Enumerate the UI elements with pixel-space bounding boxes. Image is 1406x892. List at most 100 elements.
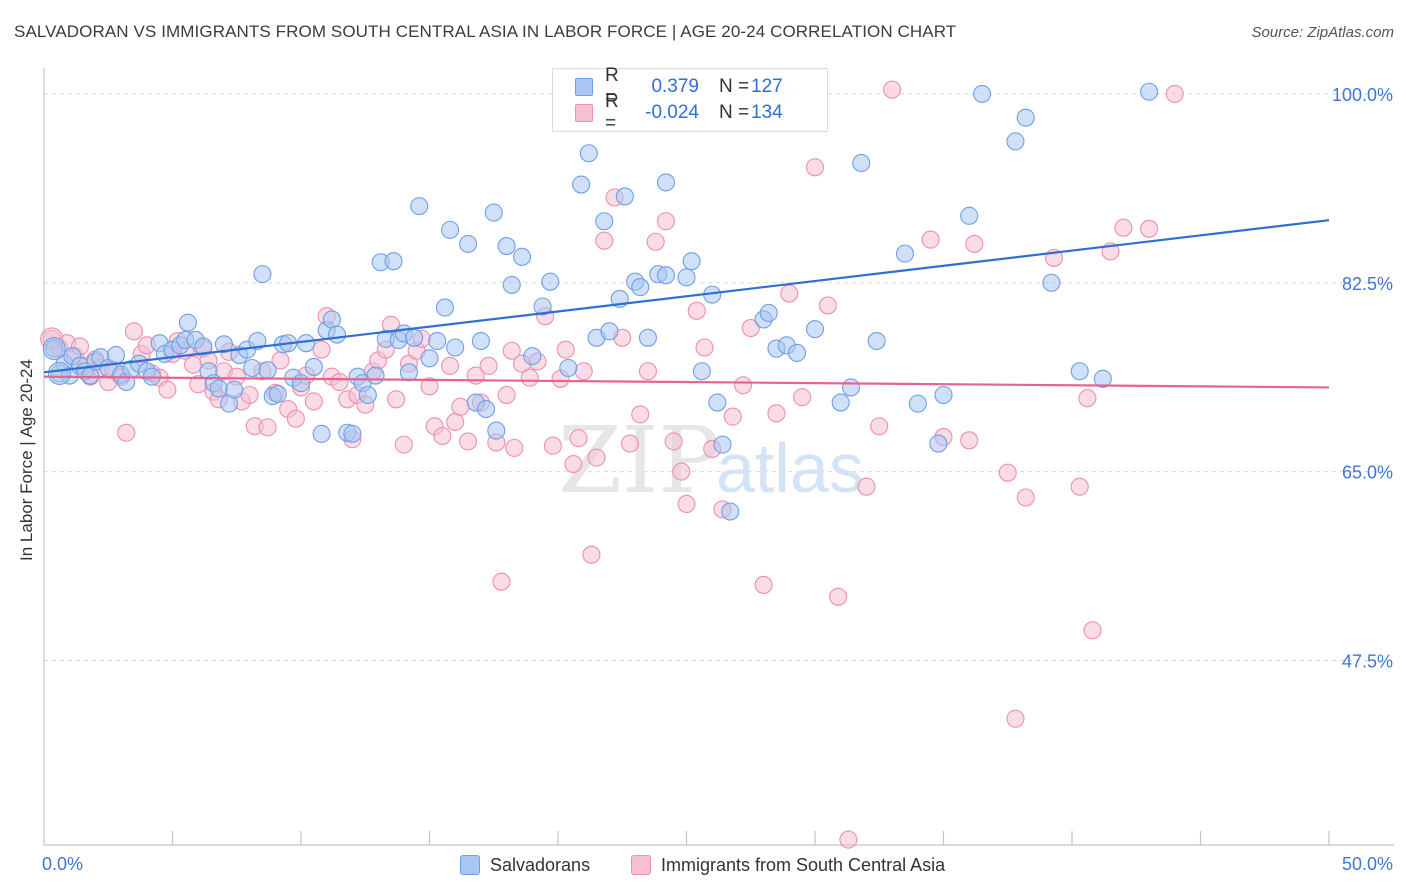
immigrant-point bbox=[286, 409, 305, 428]
immigrant-point bbox=[420, 377, 439, 396]
legend-label-salvadorans: Salvadorans bbox=[490, 854, 591, 875]
legend-item-immigrants[interactable]: Immigrants from South Central Asia bbox=[631, 852, 945, 878]
immigrant-point bbox=[556, 340, 575, 359]
immigrant-point bbox=[1083, 621, 1102, 640]
salvadoran-point bbox=[312, 424, 331, 443]
salvadoran-point bbox=[471, 331, 490, 351]
salvadoran-point bbox=[484, 203, 503, 222]
legend-r-value: 0.379 bbox=[651, 76, 699, 97]
y-tick-labels: 47.5% 65.0% 82.5% 100.0% bbox=[1332, 85, 1393, 672]
immigrant-point bbox=[793, 388, 812, 407]
immigrant-point bbox=[574, 362, 593, 381]
salvadoran-point bbox=[225, 380, 244, 399]
immigrant-point bbox=[433, 426, 452, 446]
salvadoran-point bbox=[209, 379, 228, 398]
immigrant-point bbox=[479, 356, 498, 375]
salvadoran-point bbox=[615, 187, 634, 206]
immigrant-point bbox=[818, 296, 837, 315]
immigrant-point bbox=[656, 212, 675, 231]
immigrant-point bbox=[780, 284, 799, 303]
immigrant-point bbox=[1140, 219, 1159, 238]
immigrant-point bbox=[387, 390, 406, 409]
legend-swatch-blue bbox=[460, 855, 480, 875]
axes bbox=[43, 68, 1394, 846]
immigrant-point bbox=[312, 340, 331, 359]
x-tick-labels: 0.0% 50.0% bbox=[42, 854, 1393, 874]
salvadoran-point bbox=[638, 328, 658, 347]
salvadoran-point bbox=[405, 328, 424, 347]
salvadoran-point bbox=[458, 234, 478, 253]
immigrant-point bbox=[505, 438, 524, 457]
x-tick-label: 50.0% bbox=[1342, 854, 1393, 874]
salvadoran-point bbox=[759, 303, 778, 323]
immigrant-point bbox=[839, 830, 858, 849]
immigrant-point bbox=[304, 392, 323, 411]
immigrant-point bbox=[520, 368, 539, 387]
salvadoran-point bbox=[214, 335, 233, 354]
salvadoran-point bbox=[692, 362, 711, 381]
stats-legend-row-salvadorans: R = 0.379 N = 127 bbox=[575, 65, 783, 108]
salvadoran-point bbox=[106, 346, 126, 365]
legend-r-value: -0.024 bbox=[645, 102, 699, 123]
salvadoran-point bbox=[428, 331, 447, 351]
salvadoran-point bbox=[934, 385, 953, 405]
stats-legend-row-immigrants: R = -0.024 N = 134 bbox=[575, 91, 783, 134]
grid-lines bbox=[44, 93, 1394, 661]
salvadoran-point bbox=[420, 349, 439, 368]
immigrant-point bbox=[921, 230, 940, 249]
salvadoran-point bbox=[1016, 108, 1035, 127]
salvadoran-point bbox=[960, 206, 979, 225]
immigrant-point bbox=[1165, 84, 1184, 103]
salvadoran-point bbox=[841, 378, 861, 397]
salvadoran-point bbox=[805, 320, 825, 339]
legend-r-label: R = bbox=[605, 91, 619, 134]
salvadoran-point bbox=[895, 244, 915, 263]
immigrant-point bbox=[394, 435, 413, 454]
immigrant-point bbox=[998, 463, 1017, 482]
legend-swatch-pink bbox=[575, 104, 593, 122]
immigrant-point bbox=[723, 407, 742, 426]
salvadoran-point bbox=[42, 337, 66, 361]
salvadoran-point bbox=[399, 363, 418, 382]
salvadoran-point bbox=[291, 374, 311, 393]
legend-r-label: R = bbox=[605, 65, 619, 108]
x-ticks bbox=[171, 831, 1330, 845]
salvadoran-point bbox=[410, 197, 429, 216]
salvadoran-point bbox=[713, 435, 732, 454]
salvadoran-point bbox=[435, 298, 454, 317]
immigrant-point bbox=[124, 322, 143, 341]
salvadoran-point bbox=[656, 266, 675, 285]
salvadoran-point bbox=[721, 502, 740, 521]
watermark-atlas: atlas bbox=[716, 429, 864, 507]
salvadoran-point bbox=[572, 175, 591, 194]
trend-lines bbox=[43, 219, 1330, 389]
immigrant-point bbox=[733, 376, 753, 395]
immigrant-point bbox=[677, 494, 696, 514]
salvadoran-point bbox=[497, 237, 516, 256]
salvadoran-point bbox=[600, 322, 619, 341]
immigrant-point bbox=[158, 380, 177, 399]
immigrant-point bbox=[1070, 477, 1089, 496]
immigrant-point bbox=[687, 301, 706, 320]
salvadoran-point bbox=[322, 310, 341, 329]
salvadoran-point bbox=[512, 247, 532, 266]
immigrant-point bbox=[569, 429, 588, 448]
salvadoran-trend-line bbox=[43, 219, 1330, 374]
series-legend: Salvadorans Immigrants from South Centra… bbox=[0, 852, 1406, 878]
immigrant-point bbox=[754, 575, 773, 594]
salvadoran-point bbox=[243, 358, 262, 378]
immigrant-point bbox=[543, 436, 562, 455]
y-axis-label-text: In Labor Force | Age 20-24 bbox=[17, 359, 36, 561]
salvadoran-point bbox=[1140, 82, 1159, 101]
immigrant-point bbox=[582, 545, 601, 564]
immigrant-point bbox=[184, 355, 203, 374]
legend-n-label: N = bbox=[719, 102, 750, 123]
legend-item-salvadorans[interactable]: Salvadorans bbox=[460, 852, 590, 878]
salvadoran-point bbox=[327, 325, 347, 344]
salvadoran-point bbox=[178, 313, 197, 332]
immigrant-point bbox=[646, 232, 665, 251]
salvadoran-point bbox=[631, 278, 650, 297]
immigrant-point bbox=[1016, 488, 1035, 507]
salvadoran-point bbox=[258, 361, 277, 380]
